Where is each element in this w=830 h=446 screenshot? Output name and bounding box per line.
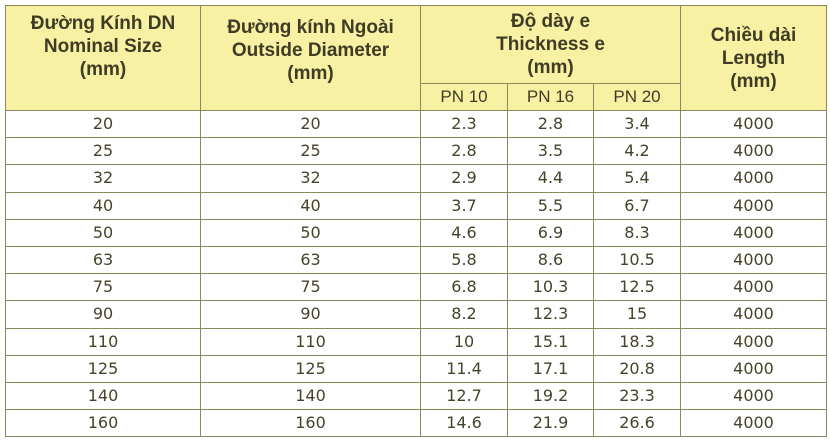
cell-nominal-size: 25 bbox=[5, 137, 201, 166]
cell-nominal-size: 160 bbox=[5, 409, 201, 438]
header-nominal-size: Đường Kính DN Nominal Size (mm) bbox=[5, 5, 201, 111]
cell-pn10: 2.9 bbox=[420, 164, 508, 193]
cell-length: 4000 bbox=[680, 164, 827, 193]
cell-pn10: 12.7 bbox=[420, 381, 508, 411]
cell-pn20: 12.5 bbox=[593, 273, 681, 302]
header-pn16: PN 16 bbox=[507, 83, 594, 111]
cell-pn20: 23.3 bbox=[593, 381, 681, 411]
cell-pn20: 20.8 bbox=[593, 354, 681, 383]
cell-outside-diameter: 50 bbox=[200, 218, 421, 247]
cell-pn16: 10.3 bbox=[507, 273, 594, 302]
cell-nominal-size: 110 bbox=[5, 327, 201, 356]
table-row: 75 75 6.8 10.3 12.5 4000 bbox=[5, 273, 827, 302]
cell-outside-diameter: 110 bbox=[200, 327, 421, 356]
table-row: 20 20 2.3 2.8 3.4 4000 bbox=[5, 109, 827, 139]
header-thickness: Độ dày e Thickness e (mm) bbox=[420, 5, 681, 84]
cell-outside-diameter: 90 bbox=[200, 300, 421, 329]
cell-nominal-size: 50 bbox=[5, 218, 201, 247]
header-pn20: PN 20 bbox=[593, 83, 681, 111]
cell-outside-diameter: 75 bbox=[200, 273, 421, 302]
cell-outside-diameter: 63 bbox=[200, 245, 421, 275]
cell-pn10: 4.6 bbox=[420, 218, 508, 247]
cell-pn16: 2.8 bbox=[507, 109, 594, 139]
cell-length: 4000 bbox=[680, 109, 827, 139]
cell-pn20: 26.6 bbox=[593, 409, 681, 438]
cell-pn16: 21.9 bbox=[507, 409, 594, 438]
cell-nominal-size: 125 bbox=[5, 354, 201, 383]
table-row: 110 110 10 15.1 18.3 4000 bbox=[5, 327, 827, 356]
table-row: 63 63 5.8 8.6 10.5 4000 bbox=[5, 245, 827, 275]
cell-outside-diameter: 20 bbox=[200, 109, 421, 139]
cell-pn20: 6.7 bbox=[593, 191, 681, 220]
table-row: 40 40 3.7 5.5 6.7 4000 bbox=[5, 191, 827, 220]
cell-length: 4000 bbox=[680, 137, 827, 166]
cell-outside-diameter: 125 bbox=[200, 354, 421, 383]
cell-length: 4000 bbox=[680, 191, 827, 220]
cell-length: 4000 bbox=[680, 245, 827, 275]
cell-nominal-size: 40 bbox=[5, 191, 201, 220]
cell-outside-diameter: 25 bbox=[200, 137, 421, 166]
cell-pn10: 14.6 bbox=[420, 409, 508, 438]
cell-pn10: 2.3 bbox=[420, 109, 508, 139]
cell-pn10: 11.4 bbox=[420, 354, 508, 383]
table-row: 140 140 12.7 19.2 23.3 4000 bbox=[5, 381, 827, 411]
cell-length: 4000 bbox=[680, 409, 827, 438]
header-length: Chiều dài Length (mm) bbox=[680, 5, 827, 111]
cell-nominal-size: 20 bbox=[5, 109, 201, 139]
table-row: 125 125 11.4 17.1 20.8 4000 bbox=[5, 354, 827, 383]
cell-length: 4000 bbox=[680, 381, 827, 411]
pipe-spec-table: Đường Kính DN Nominal Size (mm) Đường kính… bbox=[5, 5, 827, 438]
cell-pn16: 19.2 bbox=[507, 381, 594, 411]
cell-outside-diameter: 140 bbox=[200, 381, 421, 411]
header-outside-diameter: Đường kính Ngoài Outside Diameter (mm) bbox=[200, 5, 421, 111]
cell-pn16: 8.6 bbox=[507, 245, 594, 275]
cell-pn20: 4.2 bbox=[593, 137, 681, 166]
cell-nominal-size: 32 bbox=[5, 164, 201, 193]
cell-pn10: 8.2 bbox=[420, 300, 508, 329]
cell-pn16: 5.5 bbox=[507, 191, 594, 220]
cell-pn16: 17.1 bbox=[507, 354, 594, 383]
table-row: 160 160 14.6 21.9 26.6 4000 bbox=[5, 409, 827, 438]
table-row: 50 50 4.6 6.9 8.3 4000 bbox=[5, 218, 827, 247]
cell-pn16: 12.3 bbox=[507, 300, 594, 329]
cell-outside-diameter: 32 bbox=[200, 164, 421, 193]
cell-pn16: 15.1 bbox=[507, 327, 594, 356]
cell-outside-diameter: 40 bbox=[200, 191, 421, 220]
cell-pn10: 10 bbox=[420, 327, 508, 356]
table-row: 32 32 2.9 4.4 5.4 4000 bbox=[5, 164, 827, 193]
cell-pn20: 15 bbox=[593, 300, 681, 329]
cell-pn10: 5.8 bbox=[420, 245, 508, 275]
cell-pn10: 3.7 bbox=[420, 191, 508, 220]
cell-pn20: 18.3 bbox=[593, 327, 681, 356]
cell-pn16: 4.4 bbox=[507, 164, 594, 193]
cell-pn16: 6.9 bbox=[507, 218, 594, 247]
cell-pn20: 5.4 bbox=[593, 164, 681, 193]
header-pn10: PN 10 bbox=[420, 83, 508, 111]
cell-length: 4000 bbox=[680, 300, 827, 329]
cell-nominal-size: 75 bbox=[5, 273, 201, 302]
cell-outside-diameter: 160 bbox=[200, 409, 421, 438]
table-row: 90 90 8.2 12.3 15 4000 bbox=[5, 300, 827, 329]
cell-pn10: 6.8 bbox=[420, 273, 508, 302]
cell-length: 4000 bbox=[680, 354, 827, 383]
cell-pn10: 2.8 bbox=[420, 137, 508, 166]
cell-nominal-size: 140 bbox=[5, 381, 201, 411]
cell-nominal-size: 90 bbox=[5, 300, 201, 329]
cell-length: 4000 bbox=[680, 327, 827, 356]
cell-pn16: 3.5 bbox=[507, 137, 594, 166]
cell-pn20: 8.3 bbox=[593, 218, 681, 247]
table-row: 25 25 2.8 3.5 4.2 4000 bbox=[5, 137, 827, 166]
cell-length: 4000 bbox=[680, 273, 827, 302]
cell-length: 4000 bbox=[680, 218, 827, 247]
cell-pn20: 10.5 bbox=[593, 245, 681, 275]
cell-nominal-size: 63 bbox=[5, 245, 201, 275]
cell-pn20: 3.4 bbox=[593, 109, 681, 139]
